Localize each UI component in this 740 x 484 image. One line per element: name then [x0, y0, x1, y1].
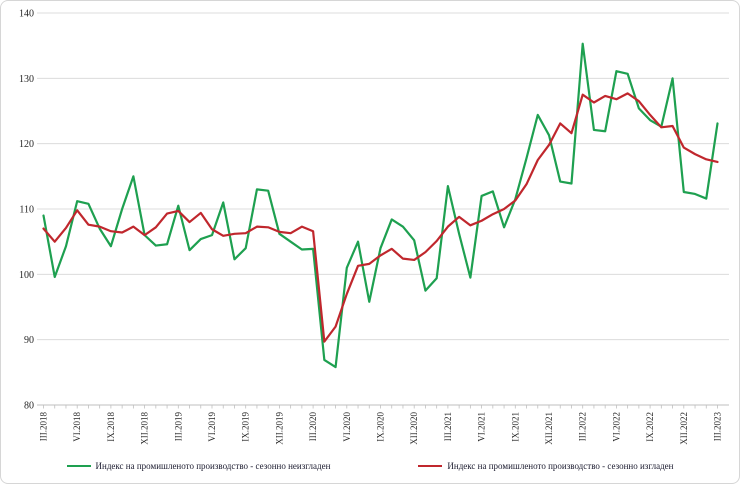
x-tick-label: IX.2021: [510, 412, 520, 442]
x-tick-label: IX.2018: [106, 412, 116, 442]
y-tick-label: 80: [24, 401, 34, 412]
x-tick-label: III.2019: [173, 412, 183, 442]
series-line-unadjusted: [42, 42, 719, 369]
x-tick-label: IX.2019: [241, 412, 251, 442]
x-tick-label: VI.2020: [342, 412, 352, 442]
x-tick-label: III.2023: [713, 412, 723, 442]
x-tick-label: VI.2019: [207, 412, 217, 442]
legend-label-unadjusted: Индекс на промишленото производство - се…: [95, 461, 331, 471]
legend: Индекс на промишленото производство - се…: [1, 461, 739, 471]
legend-line-swatch-red: [418, 465, 443, 467]
x-tick-label: IX.2020: [376, 412, 386, 442]
y-tick-label: 120: [19, 139, 34, 150]
legend-item-unadjusted: Индекс на промишленото производство - се…: [66, 461, 331, 471]
x-tick-label: XII.2022: [679, 412, 689, 445]
x-tick-label: XII.2018: [140, 412, 150, 445]
series-line-adjusted: [42, 92, 719, 343]
y-tick-label: 100: [19, 270, 34, 281]
x-tick-label: III.2022: [578, 412, 588, 441]
y-tick-label: 110: [19, 205, 34, 216]
x-tick-label: III.2018: [39, 412, 49, 442]
x-tick-label: XII.2020: [409, 412, 419, 445]
legend-label-adjusted: Индекс на промишленото производство - се…: [447, 461, 674, 471]
legend-line-swatch-green: [66, 465, 91, 467]
x-tick-label: XII.2021: [544, 412, 554, 445]
y-tick-label: 90: [24, 335, 34, 346]
x-tick-label: XII.2019: [274, 412, 284, 445]
y-tick-label: 140: [19, 9, 34, 20]
x-tick-label: III.2020: [308, 412, 318, 442]
legend-item-adjusted: Индекс на промишленото производство - се…: [418, 461, 673, 471]
x-tick-label: IX.2022: [645, 412, 655, 442]
x-tick-label: VI.2021: [477, 412, 487, 442]
x-tick-label: VI.2018: [72, 412, 82, 442]
y-tick-label: 130: [19, 74, 34, 85]
x-tick-label: III.2021: [443, 412, 453, 441]
x-tick-label: VI.2022: [611, 412, 621, 442]
